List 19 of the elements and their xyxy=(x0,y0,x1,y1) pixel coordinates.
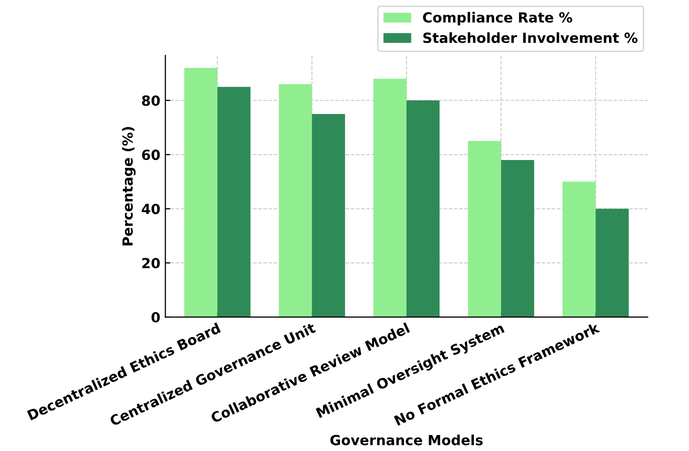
bar xyxy=(312,114,346,318)
bar xyxy=(406,100,440,318)
x-axis-title: Governance Models xyxy=(330,434,483,446)
legend-label: Stakeholder Involvement % xyxy=(423,32,638,44)
bar xyxy=(373,78,407,318)
y-tick-label: 60 xyxy=(142,150,160,160)
y-axis-title: Percentage (%) xyxy=(122,127,136,246)
bar xyxy=(596,208,629,318)
bar xyxy=(217,86,250,318)
bar xyxy=(468,141,502,318)
bar xyxy=(278,84,312,318)
y-tick-label: 20 xyxy=(142,258,160,268)
bar xyxy=(184,68,218,318)
y-tick-label: 0 xyxy=(152,312,160,323)
legend-label: Compliance Rate % xyxy=(423,12,572,26)
y-tick-label: 40 xyxy=(142,204,160,214)
bar xyxy=(562,182,596,318)
bar xyxy=(501,160,534,318)
y-tick-label: 80 xyxy=(142,95,160,106)
